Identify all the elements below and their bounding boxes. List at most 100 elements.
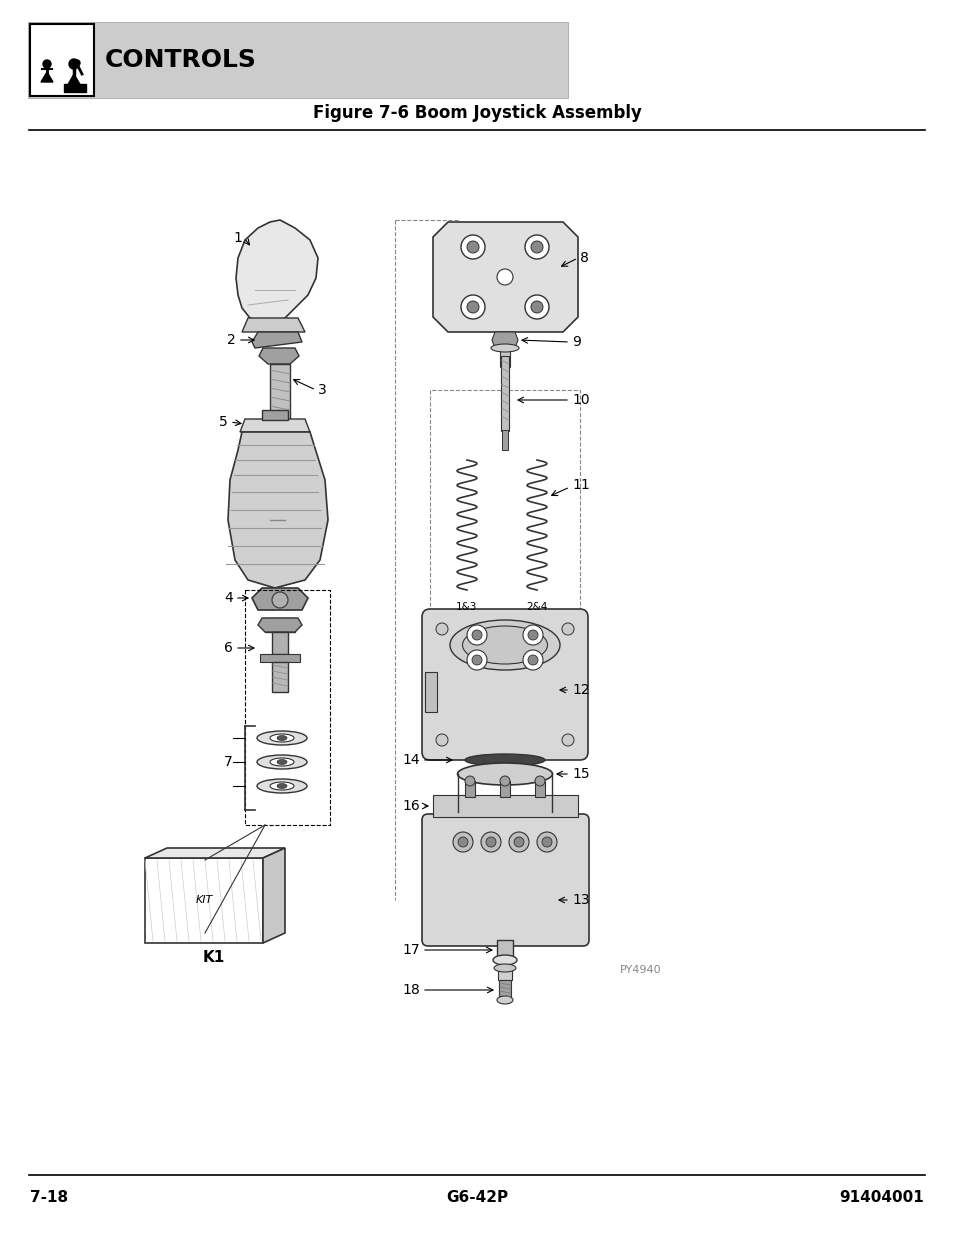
- Ellipse shape: [497, 995, 513, 1004]
- Bar: [500, 356, 509, 431]
- Polygon shape: [41, 72, 53, 82]
- Text: K1: K1: [203, 951, 225, 966]
- Polygon shape: [240, 419, 310, 432]
- Bar: [499, 781, 510, 797]
- Bar: [424, 672, 436, 713]
- Polygon shape: [492, 332, 517, 348]
- Text: 91404001: 91404001: [839, 1189, 923, 1204]
- FancyBboxPatch shape: [421, 609, 587, 760]
- Text: 12: 12: [572, 683, 589, 697]
- Text: 8: 8: [579, 251, 588, 266]
- Ellipse shape: [270, 758, 294, 766]
- Bar: [433, 795, 578, 818]
- Circle shape: [43, 61, 51, 68]
- Text: CONTROLS: CONTROLS: [105, 48, 256, 72]
- Bar: [265, 618, 294, 632]
- Bar: [260, 655, 299, 662]
- Circle shape: [522, 625, 542, 645]
- Circle shape: [561, 622, 574, 635]
- Text: 10: 10: [572, 393, 589, 408]
- Circle shape: [509, 832, 529, 852]
- Text: 9: 9: [572, 335, 580, 350]
- Bar: [430, 390, 579, 620]
- Text: 16: 16: [402, 799, 419, 813]
- Circle shape: [467, 625, 486, 645]
- Text: 1&3: 1&3: [456, 601, 477, 613]
- Circle shape: [541, 837, 552, 847]
- Text: 1: 1: [233, 231, 242, 245]
- Bar: [535, 781, 544, 797]
- Bar: [497, 940, 513, 960]
- Circle shape: [460, 235, 484, 259]
- Ellipse shape: [493, 955, 517, 965]
- Text: 2&4: 2&4: [526, 601, 547, 613]
- Circle shape: [472, 630, 481, 640]
- Text: 14: 14: [402, 753, 419, 767]
- Circle shape: [69, 59, 79, 69]
- Circle shape: [561, 734, 574, 746]
- Circle shape: [467, 650, 486, 671]
- Text: 7-18: 7-18: [30, 1189, 68, 1204]
- Polygon shape: [252, 332, 302, 348]
- FancyBboxPatch shape: [421, 814, 588, 946]
- Bar: [499, 332, 510, 367]
- Bar: [30, 23, 94, 96]
- Polygon shape: [252, 588, 308, 610]
- Polygon shape: [242, 317, 305, 332]
- Text: PY4940: PY4940: [619, 965, 661, 974]
- Bar: [270, 364, 290, 419]
- Text: 7: 7: [224, 755, 233, 769]
- Text: 4: 4: [224, 592, 233, 605]
- Ellipse shape: [270, 782, 294, 790]
- Bar: [272, 662, 288, 692]
- Ellipse shape: [457, 763, 552, 785]
- Circle shape: [524, 235, 548, 259]
- Ellipse shape: [462, 626, 547, 664]
- Bar: [28, 22, 567, 98]
- Circle shape: [472, 655, 481, 664]
- Polygon shape: [66, 74, 82, 88]
- Ellipse shape: [256, 731, 307, 745]
- Ellipse shape: [464, 755, 544, 766]
- Circle shape: [522, 650, 542, 671]
- Polygon shape: [263, 848, 285, 944]
- Text: G6-42P: G6-42P: [445, 1189, 508, 1204]
- Bar: [262, 410, 288, 420]
- Circle shape: [531, 241, 542, 253]
- Circle shape: [527, 655, 537, 664]
- Circle shape: [272, 592, 288, 608]
- Bar: [498, 981, 511, 998]
- Text: Figure 7-6 Boom Joystick Assembly: Figure 7-6 Boom Joystick Assembly: [313, 104, 640, 122]
- Bar: [497, 968, 512, 981]
- Circle shape: [460, 295, 484, 319]
- Circle shape: [497, 269, 513, 285]
- Text: 5: 5: [219, 415, 228, 429]
- Polygon shape: [228, 432, 328, 588]
- Bar: [272, 632, 288, 655]
- Circle shape: [531, 301, 542, 312]
- Circle shape: [537, 832, 557, 852]
- Text: 2: 2: [227, 333, 235, 347]
- Text: 3: 3: [317, 383, 327, 396]
- Bar: [464, 781, 475, 797]
- Circle shape: [485, 837, 496, 847]
- Text: 17: 17: [402, 944, 419, 957]
- Circle shape: [480, 832, 500, 852]
- Ellipse shape: [494, 965, 516, 972]
- Polygon shape: [235, 220, 317, 322]
- Circle shape: [535, 776, 544, 785]
- Text: 15: 15: [572, 767, 589, 781]
- Circle shape: [527, 630, 537, 640]
- Circle shape: [436, 622, 448, 635]
- Ellipse shape: [457, 802, 552, 823]
- Ellipse shape: [491, 345, 518, 352]
- Circle shape: [457, 837, 468, 847]
- Circle shape: [467, 301, 478, 312]
- Polygon shape: [145, 848, 285, 858]
- Bar: [64, 84, 86, 91]
- Text: 18: 18: [402, 983, 419, 997]
- Bar: [501, 430, 507, 450]
- Circle shape: [514, 837, 523, 847]
- Text: KIT: KIT: [195, 895, 213, 905]
- Bar: [145, 858, 263, 944]
